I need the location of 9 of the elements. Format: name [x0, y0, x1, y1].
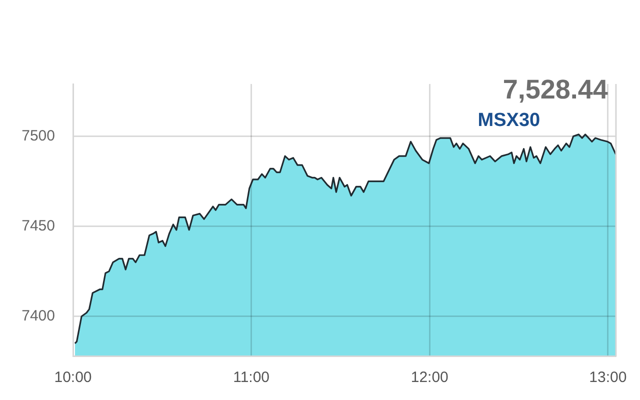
annotation: 7,528.44	[502, 74, 608, 104]
y-tick-label: 7400	[22, 308, 55, 325]
y-tick-label: 7500	[22, 127, 55, 144]
x-tick-label: 12:00	[410, 369, 448, 386]
y-tick-label: 7450	[22, 217, 55, 234]
x-tick-label: 13:00	[589, 369, 627, 386]
x-tick-label: 11:00	[233, 369, 270, 386]
text: MSX30	[478, 110, 540, 132]
x-tick-label: 10:00	[54, 369, 92, 386]
